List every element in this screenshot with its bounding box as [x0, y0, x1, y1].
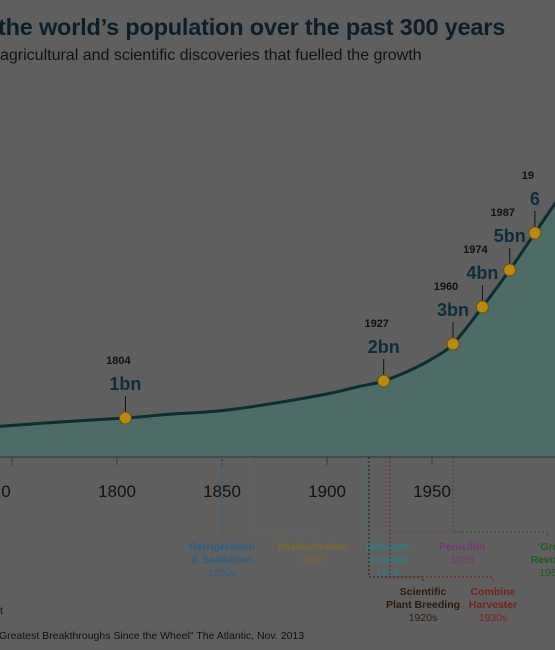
- milestone-marker: [528, 226, 542, 240]
- breakthrough-label: 1918: [376, 567, 400, 579]
- source-note: Greatest Breakthroughs Since the Wheel" …: [0, 630, 305, 642]
- milestone-year-label: 1960: [434, 281, 458, 293]
- breakthrough-connector: [364, 457, 389, 538]
- milestone-year-label: 1804: [106, 355, 131, 367]
- milestone-value-label: 5bn: [494, 226, 526, 246]
- breakthrough-label: Harvester: [469, 599, 517, 611]
- breakthrough-label: Combine: [471, 586, 516, 598]
- milestone-marker: [475, 300, 489, 314]
- milestone-year-label: 1927: [364, 318, 388, 330]
- population-line: [0, 200, 555, 428]
- milestone-year-label: 1974: [463, 244, 488, 256]
- source-prefix: t: [0, 605, 3, 617]
- breakthrough-label: & Sanitation: [191, 554, 252, 566]
- breakthrough-label: 1920s: [409, 612, 438, 624]
- chart-subtitle: agricultural and scientific discoveries …: [0, 47, 422, 64]
- breakthrough-label: ‘Gre: [537, 541, 555, 553]
- breakthrough-label: 1850s: [208, 567, 237, 579]
- milestone-value-label: 2bn: [368, 337, 400, 357]
- breakthrough-label: Pasteurization: [277, 541, 349, 553]
- breakthrough-label: Revolu: [530, 554, 555, 566]
- milestone-year-label: 19: [522, 170, 534, 182]
- chart-title: the world’s population over the past 300…: [0, 14, 506, 40]
- breakthrough-connector: [368, 457, 424, 583]
- milestone-marker: [377, 374, 391, 388]
- breakthrough-label: 1928: [450, 554, 474, 566]
- milestone-value-label: 1bn: [109, 374, 141, 394]
- milestone-marker: [446, 337, 460, 351]
- breakthrough-label: Penicillin: [439, 541, 485, 553]
- milestone-value-label: 3bn: [437, 300, 469, 320]
- breakthrough-label: Plant Breeding: [386, 599, 460, 611]
- breakthrough-label: 1863: [301, 554, 325, 566]
- breakthrough-label: 1930s: [479, 612, 508, 624]
- population-area: [0, 203, 555, 457]
- milestone-marker: [503, 263, 517, 277]
- milestone-marker: [118, 411, 132, 425]
- x-tick-label: 1950: [413, 482, 451, 501]
- breakthrough-label: Refrigeration: [189, 541, 254, 553]
- x-tick-label: 1800: [98, 482, 136, 501]
- breakthrough-label: Scientific: [400, 586, 447, 598]
- milestone-value-label: 4bn: [466, 263, 498, 283]
- breakthrough-connector: [385, 457, 463, 538]
- breakthrough-label: Fixation: [368, 554, 408, 566]
- milestone-year-label: 1987: [490, 207, 514, 219]
- x-tick-label: 0: [1, 482, 10, 501]
- breakthrough-connector: [389, 457, 494, 583]
- breakthrough-label: Nitrogen: [366, 541, 409, 553]
- x-tick-label: 1850: [203, 482, 241, 501]
- breakthrough-label: 196: [539, 567, 555, 579]
- milestone-value-label: 6: [530, 189, 540, 209]
- breakthrough-connector: [248, 457, 314, 538]
- breakthrough-connector: [452, 457, 549, 538]
- x-tick-label: 1900: [308, 482, 346, 501]
